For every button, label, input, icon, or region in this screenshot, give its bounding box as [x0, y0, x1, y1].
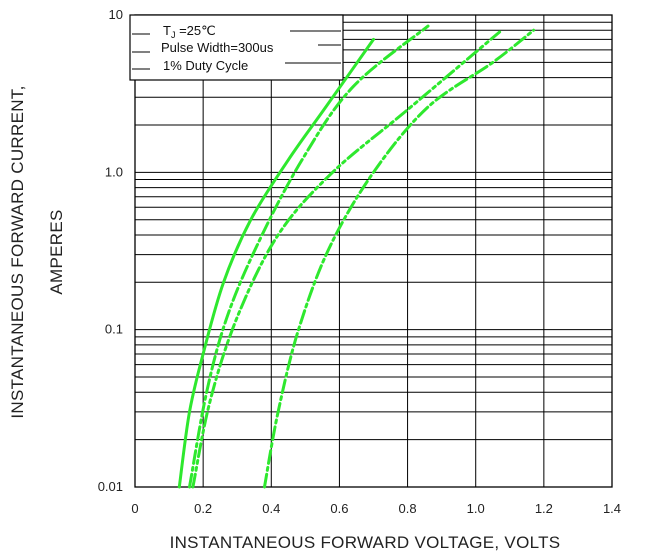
legend-pulse-width: Pulse Width=300us	[161, 40, 274, 55]
x-tick-label: 0.2	[194, 501, 212, 516]
y-tick-label: 0.01	[98, 479, 123, 494]
y-axis-label-line2: AMPERES	[47, 209, 66, 294]
x-axis-label: INSTANTANEOUS FORWARD VOLTAGE, VOLTS	[170, 533, 561, 552]
legend-tj: TJ =25℃	[163, 23, 216, 40]
x-tick-label: 1.2	[535, 501, 553, 516]
curve-2	[188, 24, 430, 489]
curve-1	[177, 37, 375, 489]
y-tick-label: 10	[109, 7, 123, 22]
curve-4	[263, 28, 536, 489]
y-tick-label: 1.0	[105, 164, 123, 179]
x-tick-label: 0.8	[399, 501, 417, 516]
tick-labels: 0 0.2 0.4 0.6 0.8 1.0 1.2 1.4 0.01 0.1 1.0 10	[98, 7, 621, 516]
y-tick-label: 0.1	[105, 322, 123, 337]
legend-frame	[129, 14, 344, 81]
curves	[177, 24, 536, 489]
x-tick-label: 0.4	[262, 501, 280, 516]
y-axis-label-line1: INSTANTANEOUS FORWARD CURRENT,	[8, 85, 27, 418]
x-tick-label: 0.6	[330, 501, 348, 516]
x-tick-label: 1.0	[467, 501, 485, 516]
curve-3	[191, 30, 502, 489]
x-tick-label: 1.4	[603, 501, 621, 516]
x-tick-label: 0	[131, 501, 138, 516]
grid	[134, 14, 613, 488]
plot-frame	[134, 14, 613, 488]
legend-box: TJ =25℃ Pulse Width=300us 1% Duty Cycle	[129, 14, 344, 81]
legend-duty-cycle: 1% Duty Cycle	[163, 58, 248, 73]
